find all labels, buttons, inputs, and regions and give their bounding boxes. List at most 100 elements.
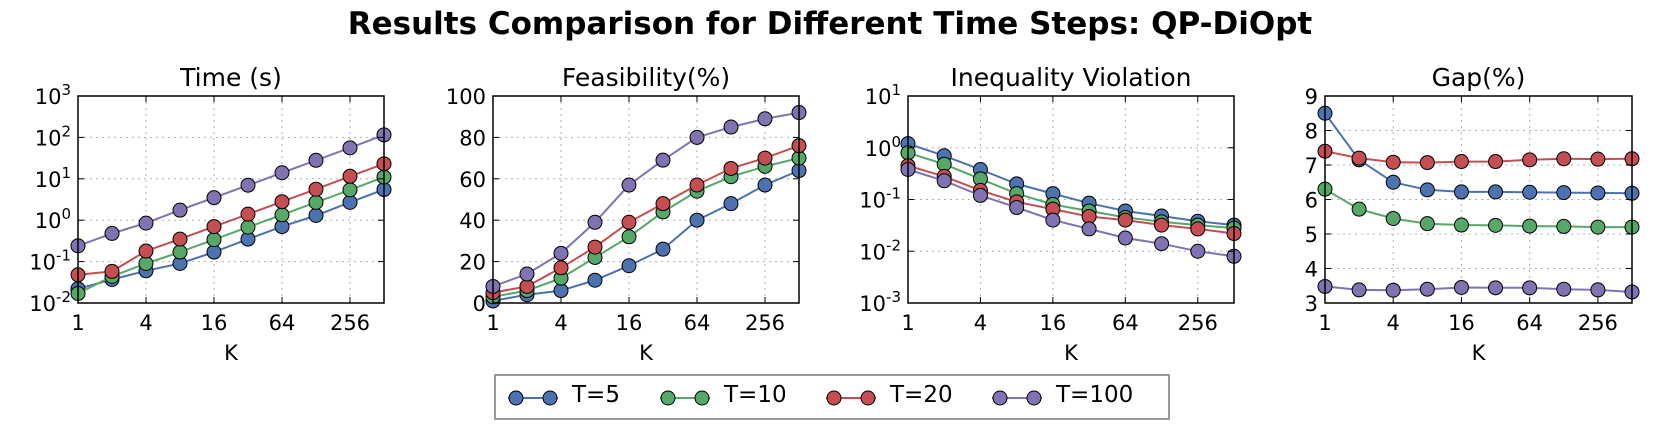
x-tick-label: 16	[1448, 311, 1475, 335]
data-point	[172, 231, 188, 247]
x-tick-label: 256	[745, 311, 785, 335]
y-tick-label: 10-2	[29, 288, 71, 316]
chart-panel-2: 1 4 16 64 256 0 20 40 60 80 100 Feasibility(%) K	[446, 63, 807, 365]
data-point	[308, 152, 324, 168]
data-point	[206, 219, 222, 235]
data-point	[655, 241, 671, 257]
data-point	[1419, 182, 1435, 198]
data-point	[553, 260, 569, 276]
data-point	[206, 244, 222, 260]
x-tick-label: 1	[486, 311, 499, 335]
series-line-t5	[77, 188, 385, 290]
data-point	[1522, 218, 1538, 234]
figure-title: Results Comparison for Different Time St…	[347, 6, 1313, 42]
data-point	[1590, 282, 1606, 298]
data-point	[1488, 217, 1504, 233]
y-tick-label: 7	[1305, 154, 1318, 178]
data-point	[1045, 212, 1061, 228]
series-line-t100	[492, 111, 800, 288]
data-point	[308, 181, 324, 197]
data-point	[1488, 184, 1504, 200]
data-point	[757, 111, 773, 127]
legend-marker-icon	[508, 390, 558, 406]
chart-title: Inequality Violation	[950, 63, 1191, 92]
data-point	[689, 129, 705, 145]
y-tick-label: 103	[35, 81, 71, 109]
data-point	[274, 165, 290, 181]
data-point	[138, 243, 154, 259]
y-tick-label: 100	[446, 85, 486, 109]
x-tick-label: 64	[684, 311, 711, 335]
y-tick-label: 100	[35, 205, 71, 233]
x-tick-label: 256	[1578, 311, 1618, 335]
data-point	[1419, 155, 1435, 171]
series-line-t100	[1324, 285, 1633, 293]
x-tick-label: 256	[1178, 311, 1218, 335]
chart-title: Gap(%)	[1432, 63, 1526, 92]
series-line-t5	[907, 142, 1235, 227]
plot-frame	[77, 95, 385, 304]
data-point	[553, 245, 569, 261]
data-point	[138, 215, 154, 231]
data-point	[1453, 154, 1469, 170]
data-point	[104, 263, 120, 279]
y-tick-label: 5	[1305, 223, 1318, 247]
data-point	[1453, 184, 1469, 200]
data-point	[1488, 280, 1504, 296]
chart-title: Time (s)	[179, 63, 282, 92]
data-point	[172, 244, 188, 260]
data-point	[1419, 216, 1435, 232]
data-point	[1117, 212, 1133, 228]
series-line-t100	[907, 168, 1235, 258]
data-point	[1154, 236, 1170, 252]
data-point	[723, 160, 739, 176]
data-point	[655, 152, 671, 168]
plot-area	[1325, 96, 1632, 303]
data-point	[621, 177, 637, 193]
y-tick-label: 8	[1305, 120, 1318, 144]
data-point	[240, 206, 256, 222]
series-line-t10	[492, 157, 800, 298]
data-point	[723, 196, 739, 212]
x-axis-label: K	[1472, 341, 1487, 365]
data-point	[621, 214, 637, 230]
x-tick-label: 1	[901, 311, 914, 335]
legend-marker-icon	[826, 390, 876, 406]
y-tick-label: 101	[35, 164, 71, 192]
x-axis-label: K	[224, 341, 239, 365]
legend-label: T=10	[724, 382, 787, 408]
x-tick-label: 16	[201, 311, 228, 335]
legend-marker-icon	[992, 390, 1042, 406]
data-point	[689, 212, 705, 228]
data-point	[689, 177, 705, 193]
x-tick-label: 4	[554, 311, 567, 335]
data-point	[972, 187, 988, 203]
y-tick-label: 10-3	[859, 288, 901, 316]
x-tick-label: 16	[616, 311, 643, 335]
y-tick-label: 101	[865, 81, 901, 109]
data-point	[1351, 282, 1367, 298]
data-point	[1081, 208, 1097, 224]
x-tick-label: 16	[1040, 311, 1067, 335]
data-point	[621, 258, 637, 274]
series-line-t10	[77, 176, 385, 295]
x-tick-label: 4	[974, 311, 987, 335]
data-point	[1590, 151, 1606, 167]
data-point	[206, 232, 222, 248]
data-point	[240, 177, 256, 193]
data-point	[1385, 154, 1401, 170]
y-tick-label: 0	[473, 292, 486, 316]
data-point	[587, 272, 603, 288]
data-point	[1351, 150, 1367, 166]
series-line-t5	[1324, 112, 1633, 195]
x-tick-label: 64	[1112, 311, 1139, 335]
data-point	[519, 278, 535, 294]
data-point	[104, 225, 120, 241]
legend: T=5 T=10 T=20 T=100	[494, 374, 1170, 420]
data-point	[1522, 152, 1538, 168]
data-point	[342, 168, 358, 184]
data-point	[342, 194, 358, 210]
y-tick-label: 80	[459, 126, 486, 150]
data-point	[138, 255, 154, 271]
